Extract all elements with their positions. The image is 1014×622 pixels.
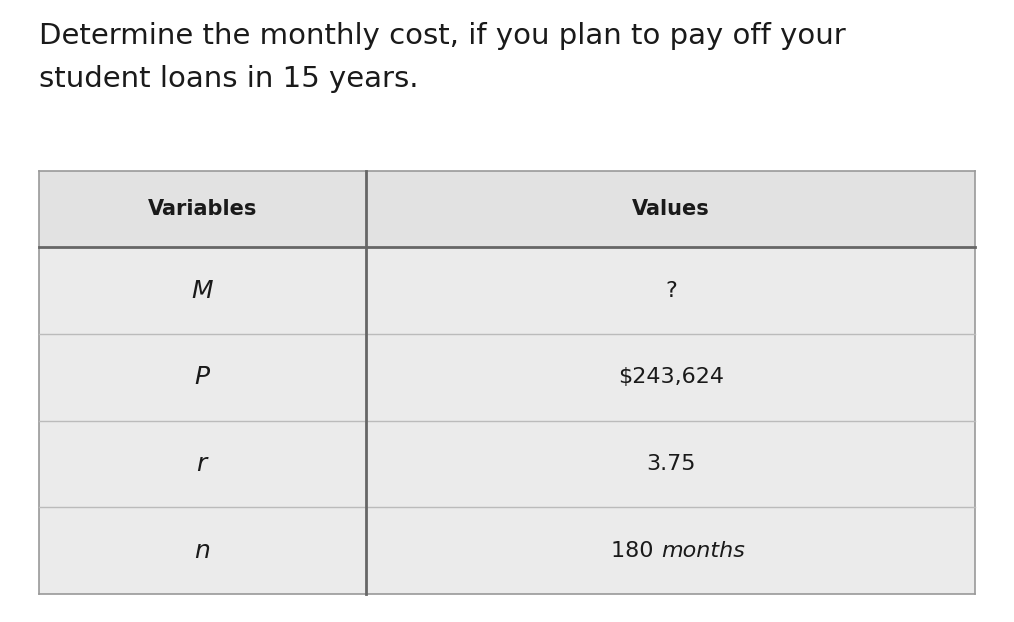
Text: ?: ? <box>665 281 676 300</box>
Text: 180: 180 <box>611 541 661 560</box>
Text: Values: Values <box>632 199 710 219</box>
Text: months: months <box>661 541 744 560</box>
Text: Variables: Variables <box>148 199 258 219</box>
Text: $n$: $n$ <box>195 539 211 563</box>
Text: $243,624: $243,624 <box>618 367 724 388</box>
Text: $M$: $M$ <box>191 279 214 302</box>
Text: 3.75: 3.75 <box>646 454 696 474</box>
Text: $r$: $r$ <box>196 452 209 476</box>
Text: $P$: $P$ <box>194 365 211 389</box>
Text: Determine the monthly cost, if you plan to pay off your: Determine the monthly cost, if you plan … <box>39 22 846 50</box>
Text: student loans in 15 years.: student loans in 15 years. <box>39 65 418 93</box>
